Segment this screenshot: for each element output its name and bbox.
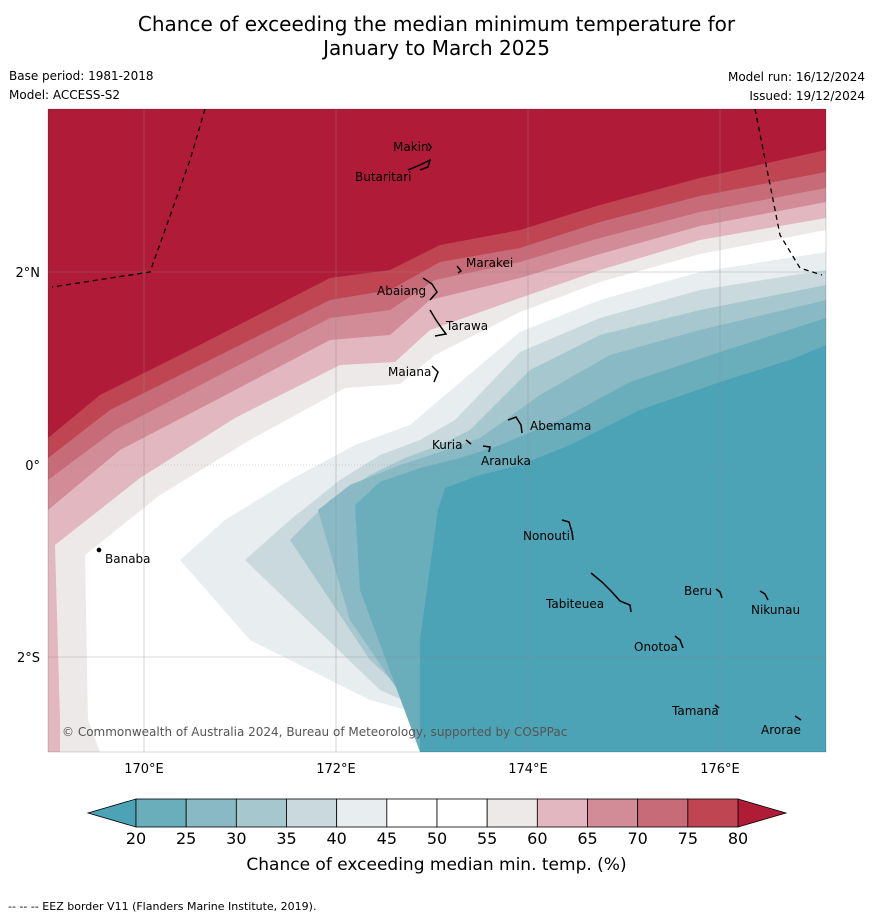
lon-tick-174: 174°E [508, 762, 548, 777]
eez-border [51, 108, 823, 288]
colorbar-segment [637, 798, 689, 828]
model-name: Model: ACCESS-S2 [9, 88, 121, 102]
lat-tick-2n: 2°N [16, 266, 41, 281]
label-beru: Beru [684, 584, 712, 598]
colorbar-arrow-high [737, 798, 788, 828]
axis-labels: 170°E 172°E 174°E 176°E 2°N 0° 2°S [16, 266, 740, 777]
title-line-2: January to March 2025 [323, 36, 550, 60]
model-run: Model run: 16/12/2024 [727, 70, 865, 84]
colorbar-tick-label: 60 [527, 829, 547, 848]
island-labels: Makin Butaritari Marakei Abaiang Tarawa … [105, 140, 801, 737]
label-nikunau: Nikunau [751, 603, 800, 617]
label-nonouti: Nonouti [523, 529, 570, 543]
label-makin: Makin [393, 140, 429, 154]
label-abemama: Abemama [530, 419, 591, 433]
label-abaiang: Abaiang [377, 284, 426, 298]
label-aranuka: Aranuka [481, 454, 531, 468]
label-banaba: Banaba [105, 552, 151, 566]
label-tamana: Tamana [671, 704, 719, 718]
colorbar-tick-label: 50 [427, 829, 447, 848]
issued-date: Issued: 19/12/2024 [749, 89, 865, 103]
colorbar-segment [235, 798, 287, 828]
colorbar-label: Chance of exceeding median min. temp. (%… [246, 855, 627, 875]
label-marakei: Marakei [466, 256, 513, 270]
colorbar-segment [436, 798, 488, 828]
colorbar-segment [687, 798, 739, 828]
eez-footnote: -- -- -- EEZ border V11 (Flanders Marine… [8, 900, 317, 913]
colorbar-segment [135, 798, 187, 828]
label-kuria: Kuria [432, 438, 463, 452]
colorbar-segment [587, 798, 639, 828]
lon-tick-172: 172°E [316, 762, 356, 777]
colorbar-segments [135, 798, 739, 828]
lon-tick-170: 170°E [124, 762, 164, 777]
label-butaritari: Butaritari [355, 170, 412, 184]
colorbar-segment [536, 798, 588, 828]
colorbar-tick-label: 80 [728, 829, 748, 848]
label-arorae: Arorae [761, 723, 801, 737]
contour-layers [48, 109, 826, 752]
colorbar-tick-label: 55 [477, 829, 497, 848]
colorbar-segment [386, 798, 438, 828]
colorbar-tick-label: 30 [226, 829, 246, 848]
label-maiana: Maiana [388, 365, 431, 379]
graticule [48, 109, 826, 752]
map-title: Chance of exceeding the median minimum t… [0, 12, 873, 60]
lat-tick-2s: 2°S [17, 651, 40, 666]
base-period: Base period: 1981-2018 [9, 69, 154, 83]
lat-tick-0: 0° [25, 459, 40, 474]
colorbar-tick-label: 70 [627, 829, 647, 848]
colorbar-tick-label: 40 [326, 829, 346, 848]
colorbar-tick-label: 25 [176, 829, 196, 848]
lon-tick-176: 176°E [700, 762, 740, 777]
colorbar-tick-label: 20 [126, 829, 146, 848]
label-onotoa: Onotoa [634, 640, 678, 654]
colorbar-tick-label: 35 [276, 829, 296, 848]
colorbar-ticks: 20 25 30 35 40 45 50 55 60 65 70 75 80 [126, 829, 748, 848]
colorbar-tick-label: 45 [377, 829, 397, 848]
colorbar: 20 25 30 35 40 45 50 55 60 65 70 75 80 [86, 798, 788, 848]
label-tarawa: Tarawa [445, 319, 488, 333]
colorbar-segment [336, 798, 388, 828]
island-shapes [96, 142, 802, 721]
map-frame [47, 108, 827, 753]
label-tabiteuea: Tabiteuea [545, 597, 604, 611]
colorbar-tick-label: 65 [577, 829, 597, 848]
colorbar-segment [185, 798, 237, 828]
colorbar-segment [286, 798, 338, 828]
colorbar-arrow-low [86, 798, 137, 828]
colorbar-segment [486, 798, 538, 828]
colorbar-tick-label: 75 [678, 829, 698, 848]
title-line-1: Chance of exceeding the median minimum t… [137, 12, 736, 36]
copyright-notice: © Commonwealth of Australia 2024, Bureau… [62, 725, 567, 739]
